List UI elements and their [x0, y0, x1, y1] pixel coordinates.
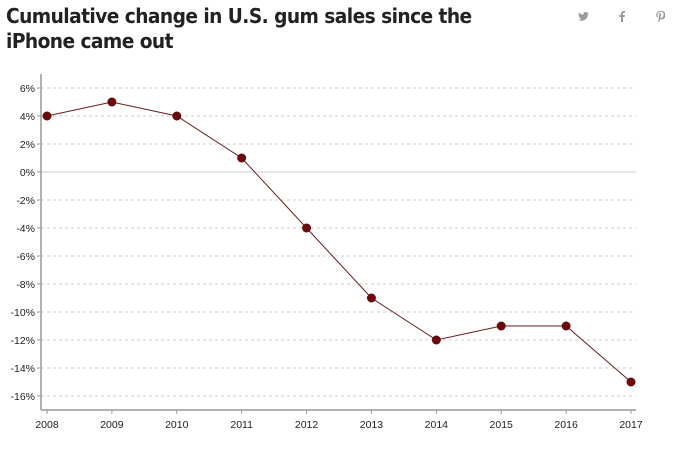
- y-tick-label: 2%: [20, 139, 35, 151]
- data-point: [42, 111, 52, 121]
- y-tick-label: -6%: [16, 251, 35, 263]
- series-line: [46, 101, 632, 383]
- x-tick-label: 2016: [554, 419, 578, 431]
- y-tick-label: -8%: [16, 279, 35, 291]
- data-point: [302, 223, 312, 233]
- data-point: [431, 335, 441, 345]
- pinterest-share-button[interactable]: [652, 8, 668, 24]
- gridlines: [41, 87, 636, 397]
- twitter-icon: [577, 11, 589, 21]
- y-tick-label: -12%: [10, 335, 35, 347]
- x-tick-label: 2014: [425, 419, 449, 431]
- data-point: [561, 321, 571, 331]
- y-tick-label: -2%: [16, 195, 35, 207]
- x-tick-label: 2015: [490, 419, 514, 431]
- tick-labels: 6% 4% 2% 0% -2% -4% -6% -8% -10% -12% -14% -16% 2008…: [10, 83, 642, 431]
- data-point: [496, 321, 506, 331]
- y-tick-label: 4%: [20, 111, 35, 123]
- y-tick-label: -10%: [10, 307, 35, 319]
- facebook-icon: [619, 10, 625, 22]
- chart-title: Cumulative change in U.S. gum sales sinc…: [6, 4, 472, 53]
- x-tick-label: 2012: [295, 419, 319, 431]
- y-tick-label: -4%: [16, 223, 35, 235]
- x-tick-label: 2017: [619, 419, 643, 431]
- y-tick-label: -14%: [10, 363, 35, 375]
- pinterest-icon: [655, 10, 665, 22]
- x-tick-label: 2013: [360, 419, 384, 431]
- facebook-share-button[interactable]: [614, 8, 630, 24]
- data-point: [172, 111, 182, 121]
- series: [42, 97, 636, 387]
- axes: [37, 74, 636, 414]
- y-tick-label: 0%: [20, 167, 35, 179]
- data-point: [107, 97, 117, 107]
- x-tick-label: 2008: [35, 419, 59, 431]
- data-point: [237, 153, 247, 163]
- y-tick-label: 6%: [20, 83, 35, 95]
- data-point: [626, 377, 636, 387]
- x-tick-label: 2009: [100, 419, 124, 431]
- twitter-share-button[interactable]: [575, 8, 591, 24]
- x-tick-label: 2011: [230, 419, 253, 431]
- y-tick-label: -16%: [10, 391, 35, 403]
- x-tick-label: 2010: [165, 419, 189, 431]
- data-point: [366, 293, 376, 303]
